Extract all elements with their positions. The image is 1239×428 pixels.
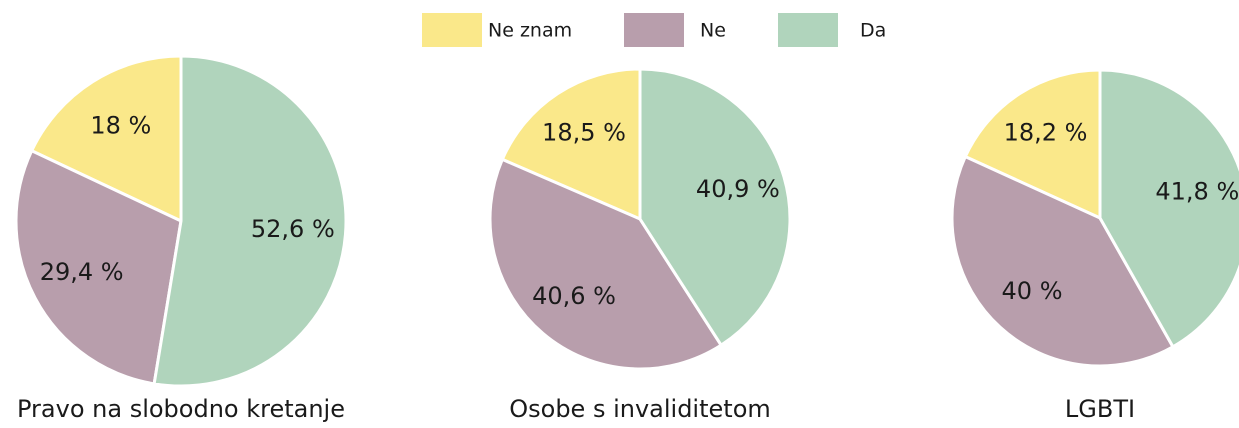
pie-slice (488, 157, 724, 371)
pie-slice (1098, 68, 1239, 349)
pie-slice (963, 68, 1102, 221)
pie-slice (638, 67, 792, 348)
data-label: 18,5 % (542, 119, 626, 147)
data-label: 40,9 % (696, 175, 780, 203)
legend-swatch (624, 13, 684, 47)
legend-label: Da (860, 20, 886, 42)
legend-swatch (422, 13, 482, 47)
data-label: 18 % (90, 111, 151, 139)
pie-slice (14, 148, 183, 386)
legend-label: Ne znam (488, 20, 572, 42)
legend-swatch (778, 13, 838, 47)
pie-slice (950, 154, 1175, 368)
chart-title: Pravo na slobodno kretanje (17, 395, 345, 423)
chart-title: Osobe s invaliditetom (509, 395, 771, 423)
data-label: 18,2 % (1004, 118, 1088, 146)
chart-title: LGBTI (1065, 395, 1135, 423)
pie-slice (29, 54, 183, 224)
pie-slice (152, 54, 348, 388)
legend-label: Ne (700, 20, 726, 42)
data-label: 52,6 % (251, 215, 335, 243)
data-label: 40 % (1002, 277, 1063, 305)
pie-slice (500, 67, 642, 222)
data-label: 29,4 % (40, 258, 124, 286)
data-label: 40,6 % (532, 282, 616, 310)
data-label: 41,8 % (1155, 177, 1239, 205)
